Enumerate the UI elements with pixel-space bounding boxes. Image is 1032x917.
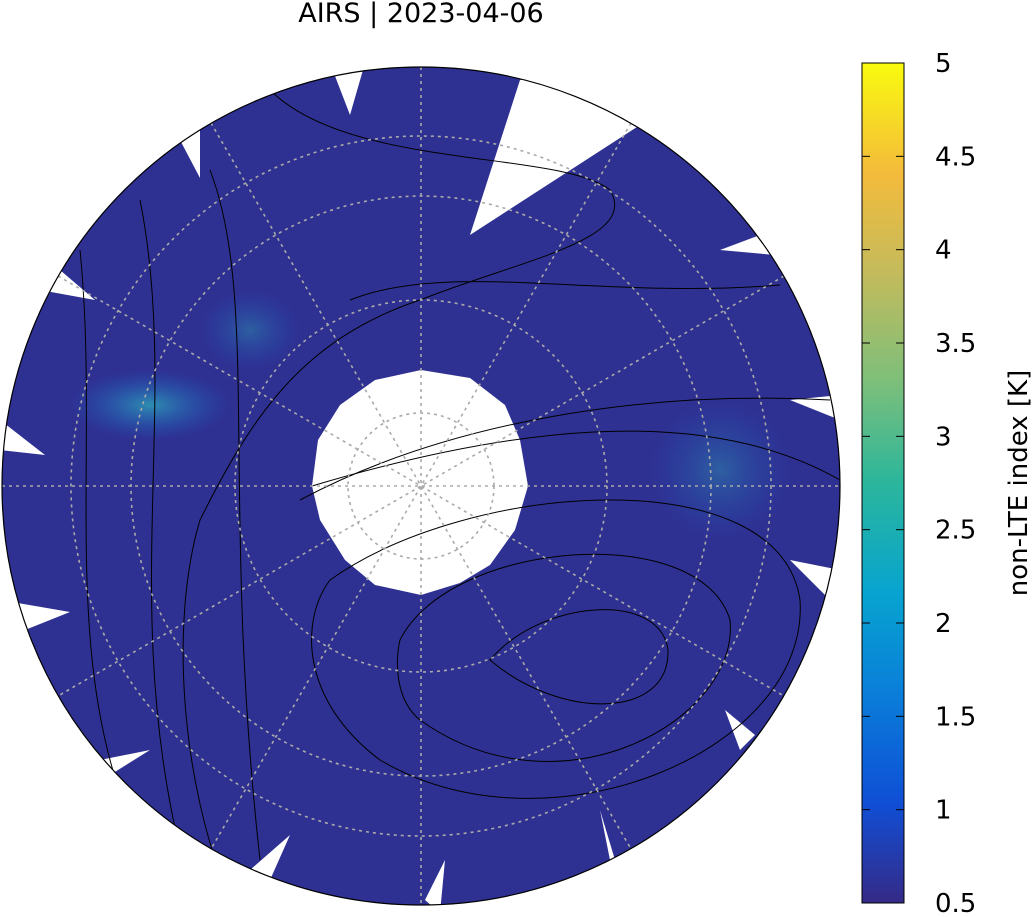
chart-title: AIRS | 2023-04-06 [298, 0, 544, 29]
colorbar-tick-label: 3.5 [935, 329, 976, 359]
colorbar-tick-label: 4 [935, 236, 952, 266]
colorbar-label: non-LTE index [K] [1004, 370, 1032, 596]
colorbar-tick-label: 4.5 [935, 142, 976, 172]
map [2, 67, 840, 905]
map-border [1, 66, 841, 906]
colorbar-tick-label: 1 [935, 796, 952, 826]
colorbar-tick-label: 3 [935, 422, 952, 452]
colorbar [861, 62, 905, 904]
colorbar-tick-label: 1.5 [935, 702, 976, 732]
colorbar-tick-label: 2.5 [935, 516, 976, 546]
colorbar-tick-label: 2 [935, 609, 952, 639]
colorbar-tick-label: 5 [935, 49, 952, 79]
colorbar-tick-label: 0.5 [935, 889, 976, 913]
